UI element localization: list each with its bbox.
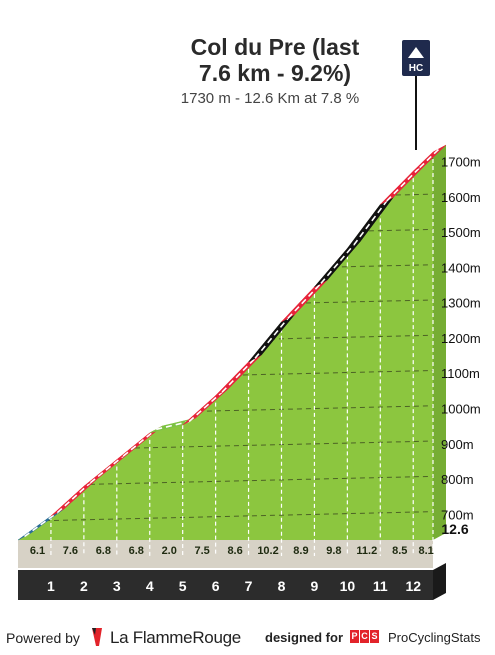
km-tick-label: 3 xyxy=(113,578,121,594)
gradient-label: 10.2 xyxy=(257,545,278,557)
road-centerline xyxy=(320,244,355,284)
y-tick-label: 900m xyxy=(441,437,474,452)
y-tick-label: 1100m xyxy=(441,366,480,381)
chart-subtitle: 1730 m - 12.6 Km at 7.8 % xyxy=(180,90,360,107)
road-centerline xyxy=(56,482,91,514)
gradient-label: 2.0 xyxy=(162,545,177,557)
powered-by-label: Powered by xyxy=(6,630,80,646)
gradient-label: 8.5 xyxy=(392,545,407,557)
gradient-label: 8.1 xyxy=(418,545,433,557)
y-tick-label: 1700m xyxy=(441,155,481,170)
flamme-rouge-logo-icon xyxy=(92,628,102,646)
gridline xyxy=(18,193,433,205)
km-axis-side xyxy=(433,563,446,600)
gridline xyxy=(18,158,433,170)
gradient-label: 6.8 xyxy=(96,545,111,557)
y-tick-label: 700m xyxy=(441,507,474,522)
designed-for-label: designed for xyxy=(265,630,344,645)
y-tick-label: 1600m xyxy=(441,190,481,205)
y-tick-label: 1200m xyxy=(441,331,481,346)
km-tick-label: 10 xyxy=(340,578,356,594)
km-axis-strip xyxy=(18,570,433,600)
profile-side-face xyxy=(433,145,446,540)
chart-title-line-2: 7.6 km - 9.2%) xyxy=(198,60,352,86)
road-centerline xyxy=(221,357,256,393)
road-centerline xyxy=(122,428,157,457)
road-centerline xyxy=(353,200,388,246)
profile-base-wall xyxy=(18,540,433,568)
category-badge-label: HC xyxy=(409,63,423,74)
pcs-logo-letter: P xyxy=(350,630,359,643)
km-tick-label: 11 xyxy=(373,578,388,594)
gradient-label: 7.6 xyxy=(63,545,78,557)
km-tick-label: 7 xyxy=(245,578,253,594)
gradient-label: 6.8 xyxy=(129,545,144,557)
gradient-label: 6.1 xyxy=(30,545,45,557)
gradient-label: 8.6 xyxy=(227,545,242,557)
km-tick-label: 1 xyxy=(47,578,55,594)
flamme-rouge-label: La FlammeRouge xyxy=(110,628,241,647)
pcs-logo-letter: C xyxy=(360,630,369,643)
procyclingstats-label: ProCyclingStats xyxy=(388,630,481,645)
km-tick-label: 9 xyxy=(311,578,319,594)
y-tick-label: 800m xyxy=(441,472,474,487)
road-centerline xyxy=(188,391,223,423)
km-tick-label: 4 xyxy=(146,578,154,594)
footer: Powered by La FlammeRouge designed for P… xyxy=(0,624,495,654)
y-tick-label: 1400m xyxy=(441,260,481,275)
pcs-logo-icon: P C S xyxy=(350,630,379,644)
chart-title: Col du Pre (last 7.6 km - 9.2%) xyxy=(150,34,400,86)
gradient-label: 9.8 xyxy=(326,545,341,557)
km-tick-label-end: 12.6 xyxy=(441,521,468,537)
chart-title-line-1: Col du Pre (last xyxy=(190,34,360,60)
km-tick-label: 8 xyxy=(278,578,286,594)
road-centerline xyxy=(386,167,421,202)
km-tick-label: 6 xyxy=(212,578,220,594)
road-centerline xyxy=(156,420,190,431)
km-tick-label: 12 xyxy=(405,578,421,594)
y-tick-label: 1300m xyxy=(441,296,481,311)
km-tick-label: 5 xyxy=(179,578,187,594)
y-tick-label: 1500m xyxy=(441,225,481,240)
km-tick-label: 2 xyxy=(80,578,88,594)
gradient-label: 8.9 xyxy=(293,545,308,557)
road-centerline xyxy=(24,511,58,538)
elevation-profile-chart: 6.1 7.6 6.8 6.8 2.0 7.5 8.6 10.2 8.9 9.8 11.2 8.5 8.… xyxy=(17,40,481,600)
pcs-logo-letter: S xyxy=(370,630,379,643)
gradient-label: 11.2 xyxy=(356,545,377,557)
road-centerline xyxy=(419,147,441,169)
y-tick-label: 1000m xyxy=(441,401,481,416)
road-centerline xyxy=(287,282,322,319)
road-centerline xyxy=(254,317,289,359)
mountain-icon xyxy=(408,47,424,58)
road-centerline xyxy=(89,455,124,484)
gradient-label: 7.5 xyxy=(195,545,210,557)
profile-fill xyxy=(18,152,433,540)
